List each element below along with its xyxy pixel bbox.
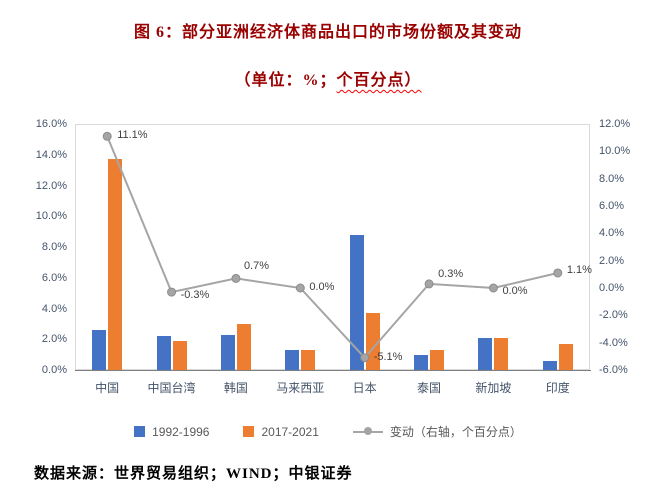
left-axis-tick-label: 6.0% <box>41 271 67 284</box>
right-axis-tick-label: 10.0% <box>599 145 631 158</box>
legend-label: 1992-1996 <box>152 424 210 439</box>
legend-item: 1992-1996 <box>134 425 209 439</box>
change-line-path <box>106 135 559 360</box>
change-data-label: -0.3% <box>180 289 210 302</box>
left-axis-tick-label: 8.0% <box>41 241 67 253</box>
bar-1992-1996-中国 <box>92 330 107 370</box>
line-marker <box>553 268 563 278</box>
data-source-note: 数据来源：世界贸易组织；WIND；中银证券 <box>34 466 353 482</box>
bar-2017-2021-中国 <box>108 159 123 370</box>
right-axis-tick-label: 12.0% <box>599 118 631 130</box>
category-label: 新加坡 <box>475 381 512 395</box>
category-label: 印度 <box>545 381 570 395</box>
bar-2017-2021-中国台湾 <box>172 340 187 370</box>
bar-1992-1996-马来西亚 <box>285 350 300 370</box>
left-axis-tick-label: 2.0% <box>41 333 67 346</box>
category-label: 日本 <box>352 381 377 395</box>
line-marker <box>167 287 177 297</box>
legend-label: 变动（右轴，个百分点） <box>389 425 522 439</box>
category-label: 马来西亚 <box>276 381 325 395</box>
bar-2017-2021-泰国 <box>430 350 445 370</box>
line-marker <box>424 279 434 289</box>
right-axis-tick-label: 8.0% <box>599 172 625 185</box>
line-marker <box>102 131 112 141</box>
right-axis-tick-label: 4.0% <box>599 227 625 240</box>
legend-line-dot <box>363 427 372 435</box>
line-marker <box>488 283 498 293</box>
change-data-label: 0.7% <box>243 260 270 273</box>
bar-2017-2021-日本 <box>365 313 380 370</box>
bar-1992-1996-新加坡 <box>478 337 493 370</box>
legend-item: 2017-2021 <box>243 424 319 439</box>
change-data-label: 0.3% <box>438 267 464 280</box>
bar-1992-1996-泰国 <box>414 354 429 370</box>
bar-1992-1996-印度 <box>542 360 557 370</box>
x-axis-line <box>75 370 591 371</box>
left-axis-tick-label: 10.0% <box>35 210 67 223</box>
chart-subtitle-squiggle: 个百分点） <box>336 72 422 89</box>
legend-label: 2017-2021 <box>261 424 319 439</box>
line-marker <box>231 273 241 283</box>
category-label: 韩国 <box>223 381 248 395</box>
line-marker <box>295 283 305 293</box>
left-axis-tick-label: 16.0% <box>35 118 67 130</box>
bar-2017-2021-新加坡 <box>494 337 509 370</box>
plot-area <box>75 124 590 370</box>
left-axis-tick-label: 14.0% <box>35 148 67 161</box>
chart-subtitle: （单位：%；个百分点） <box>0 66 656 90</box>
right-axis-tick-label: -2.0% <box>599 309 628 322</box>
change-data-label: 0.0% <box>309 281 335 293</box>
left-axis-tick-label: 12.0% <box>35 179 67 192</box>
legend-item: 变动（右轴，个百分点） <box>352 423 522 440</box>
bar-2017-2021-韩国 <box>236 323 251 370</box>
bar-1992-1996-中国台湾 <box>156 336 171 370</box>
change-data-label: -5.1% <box>373 350 403 363</box>
category-label: 中国 <box>95 381 120 395</box>
bar-1992-1996-日本 <box>349 234 364 370</box>
right-axis-tick-label: 2.0% <box>599 254 625 267</box>
change-data-label: 11.1% <box>117 129 148 142</box>
category-label: 中国台湾 <box>147 381 196 395</box>
right-axis-tick-label: 6.0% <box>599 200 625 212</box>
left-axis-tick-label: 4.0% <box>41 302 67 315</box>
legend-line-marker-icon <box>352 427 383 436</box>
category-label: 泰国 <box>417 381 442 395</box>
chart-title: 图 6：部分亚洲经济体商品出口的市场份额及其变动 <box>133 24 522 41</box>
bar-2017-2021-印度 <box>558 343 573 370</box>
change-data-label: 0.0% <box>502 285 528 297</box>
legend-swatch-icon <box>243 426 255 437</box>
right-axis-tick-label: 0.0% <box>599 282 625 294</box>
line-marker <box>360 353 370 363</box>
chart-subtitle-plain: （单位：%； <box>234 72 337 89</box>
right-axis-tick-label: -6.0% <box>599 364 628 376</box>
right-axis-tick-label: -4.0% <box>599 336 628 349</box>
legend-swatch-icon <box>134 426 146 437</box>
bar-2017-2021-马来西亚 <box>301 350 316 370</box>
chart-legend: 1992-1996 2017-2021 变动（右轴，个百分点） <box>0 423 656 440</box>
bar-1992-1996-韩国 <box>220 334 235 370</box>
change-data-label: 1.1% <box>566 263 592 276</box>
left-axis-tick-label: 0.0% <box>41 364 67 376</box>
